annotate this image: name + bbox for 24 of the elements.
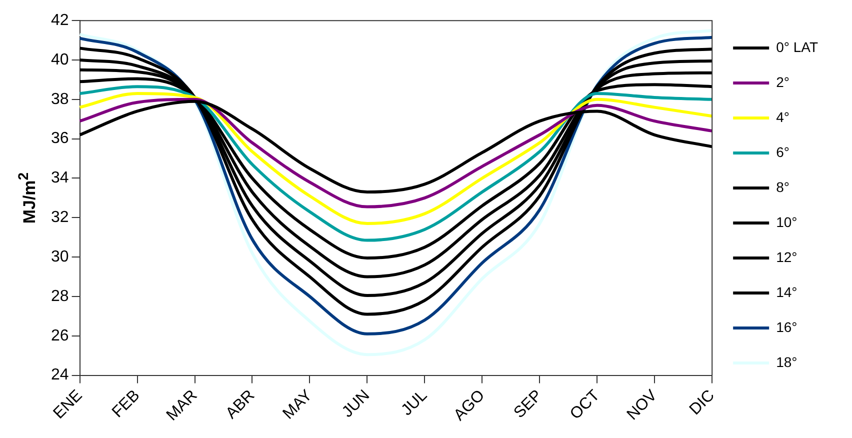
y-tick-label: 42 bbox=[51, 12, 69, 30]
y-tick-label: 26 bbox=[51, 327, 69, 344]
legend-label: 18° bbox=[776, 354, 798, 370]
y-tick-label: 28 bbox=[51, 288, 69, 305]
x-tick-label: JUL bbox=[398, 386, 431, 420]
y-tick-label: 40 bbox=[51, 51, 69, 68]
legend-label: 12° bbox=[776, 248, 798, 265]
legend-label: 14° bbox=[776, 284, 798, 300]
legend-label: 10° bbox=[776, 214, 798, 230]
y-tick-label: 36 bbox=[51, 130, 69, 148]
y-tick-label: 24 bbox=[51, 366, 69, 384]
x-tick-label: FEB bbox=[109, 386, 144, 422]
legend-label: 8° bbox=[776, 178, 790, 195]
y-tick-label: 38 bbox=[51, 90, 69, 108]
legend-label: 16° bbox=[776, 318, 798, 335]
y-tick-label: 30 bbox=[51, 248, 69, 266]
y-tick-label: 34 bbox=[51, 170, 69, 187]
legend-label: 6° bbox=[776, 144, 790, 160]
x-tick-label: SEP bbox=[510, 386, 546, 422]
y-tick-label: 32 bbox=[51, 209, 69, 226]
x-tick-label: DIC bbox=[686, 386, 718, 418]
legend-label: 2° bbox=[776, 74, 790, 90]
legend-label: 4° bbox=[776, 108, 790, 125]
legend-label: 0° LAT bbox=[776, 38, 818, 55]
